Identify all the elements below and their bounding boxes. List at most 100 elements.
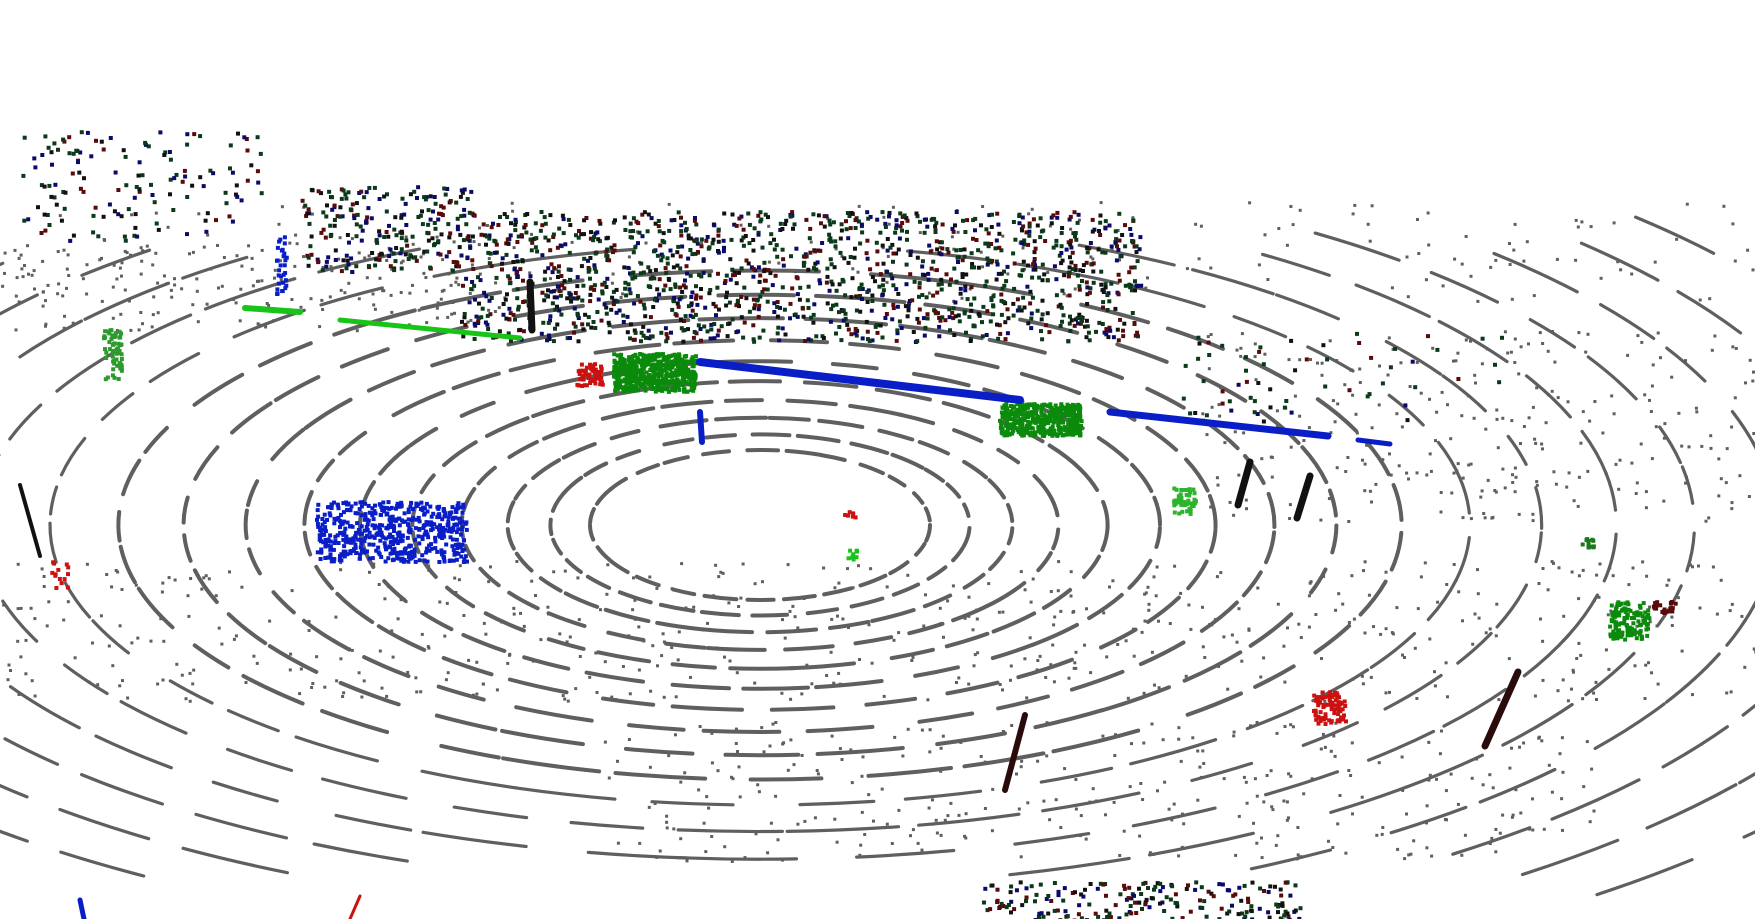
ground-point xyxy=(120,274,123,278)
ground-point xyxy=(290,589,294,593)
ground-point xyxy=(1247,628,1251,632)
vegetation-point xyxy=(348,207,353,212)
vegetation-point xyxy=(663,326,668,331)
vegetation-point xyxy=(75,149,80,153)
vegetation-point xyxy=(198,175,203,180)
ground-point xyxy=(1493,489,1497,492)
ground-point xyxy=(754,832,758,836)
ground-point xyxy=(727,601,731,605)
vegetation-point xyxy=(828,257,833,262)
vegetation-point xyxy=(354,234,359,239)
vegetation-point xyxy=(993,246,998,251)
scan-ring xyxy=(505,500,516,524)
ground-point xyxy=(335,679,339,683)
vegetation-point xyxy=(1085,285,1090,290)
ground-point xyxy=(771,722,775,726)
vegetation-point xyxy=(615,299,620,304)
vegetation-point xyxy=(39,183,44,188)
vegetation-point xyxy=(1024,230,1029,235)
ground-point xyxy=(1717,457,1721,461)
ground-point xyxy=(191,682,195,686)
vegetation-point xyxy=(507,317,511,322)
vegetation-point xyxy=(613,218,617,223)
vegetation-point xyxy=(1029,326,1034,331)
ground-point xyxy=(500,620,504,624)
vegetation-point xyxy=(587,267,592,272)
vegetation-point xyxy=(1055,908,1060,913)
vegetation-point xyxy=(335,214,340,219)
ground-point xyxy=(118,624,122,628)
vegetation-point xyxy=(1080,318,1084,323)
ground-point xyxy=(299,667,303,671)
vegetation-point xyxy=(1020,228,1024,233)
scan-ring xyxy=(58,807,151,841)
ground-point xyxy=(637,668,641,672)
ground-point xyxy=(44,322,48,326)
ground-point xyxy=(1508,766,1512,770)
vegetation-point xyxy=(908,253,913,257)
ground-point xyxy=(1289,723,1293,727)
vegetation-point xyxy=(519,233,524,238)
vegetation-point xyxy=(1282,913,1287,918)
ground-point xyxy=(1349,368,1353,372)
scan-ring xyxy=(706,646,767,652)
ground-point xyxy=(427,564,431,568)
scan-ring xyxy=(59,850,146,878)
vegetation-point xyxy=(1347,388,1352,393)
ground-point xyxy=(152,295,156,299)
vegetation-point xyxy=(865,256,870,261)
vegetation-point xyxy=(1229,408,1234,413)
vegetation-point xyxy=(1079,892,1084,897)
ground-point xyxy=(1588,419,1592,423)
vegetation-point xyxy=(751,248,756,253)
ground-point xyxy=(680,562,684,566)
vegetation-point xyxy=(494,250,499,255)
vegetation-point xyxy=(497,329,502,334)
vegetation-point xyxy=(1084,280,1089,285)
vegetation-point xyxy=(63,190,68,195)
vegetation-point xyxy=(715,285,720,290)
ground-point xyxy=(1091,787,1095,791)
vegetation-point xyxy=(609,307,614,312)
vegetation-point xyxy=(699,244,704,249)
vegetation-point xyxy=(168,192,172,197)
ground-point xyxy=(1476,299,1480,303)
vegetation-point xyxy=(794,275,799,280)
ground-point xyxy=(42,585,46,588)
ground-point xyxy=(840,758,844,761)
ground-point xyxy=(73,656,77,660)
ground-point xyxy=(1467,463,1471,467)
ground-point xyxy=(1196,798,1200,802)
scan-ring xyxy=(1478,767,1557,804)
scan-ring xyxy=(1245,703,1305,731)
vegetation-point xyxy=(707,245,712,250)
scan-ring xyxy=(887,474,907,488)
ground-point xyxy=(1289,774,1293,778)
vegetation-point xyxy=(1435,347,1440,352)
ground-point xyxy=(1358,367,1362,371)
scan-ring xyxy=(912,491,925,505)
vegetation-point xyxy=(939,281,944,286)
vegetation-point xyxy=(839,228,844,233)
ground-point xyxy=(1320,361,1324,365)
vegetation-point xyxy=(1067,321,1072,326)
ground-point xyxy=(156,682,160,686)
scan-ring xyxy=(922,593,953,609)
vegetation-point xyxy=(926,271,931,276)
ground-point xyxy=(836,614,839,618)
ground-point xyxy=(1285,243,1289,247)
ground-point xyxy=(424,276,428,279)
ground-point xyxy=(1685,202,1689,206)
ground-point xyxy=(665,820,669,824)
vegetation-point xyxy=(211,171,216,176)
ground-point xyxy=(1662,499,1666,503)
ground-point xyxy=(1645,574,1649,578)
ground-point xyxy=(487,257,491,260)
vegetation-point xyxy=(939,240,944,245)
ground-point xyxy=(1550,560,1554,564)
vegetation-point xyxy=(479,232,484,237)
vegetation-point xyxy=(828,222,833,227)
vegetation-point xyxy=(816,213,821,218)
ground-point xyxy=(1198,765,1202,769)
vegetation-point xyxy=(769,232,774,237)
